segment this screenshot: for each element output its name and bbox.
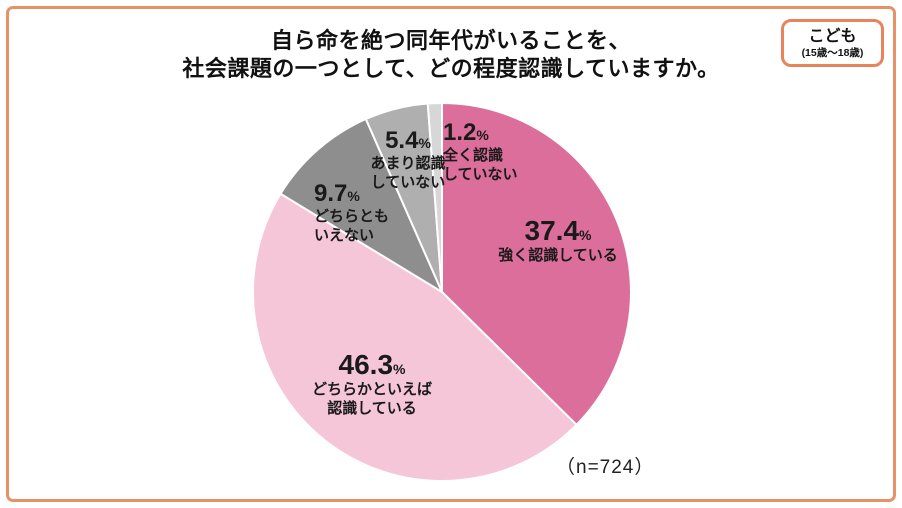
slice-text-neutral-1: どちらとも <box>314 208 390 225</box>
chart-title: 自ら命を絶つ同年代がいることを、 社会課題の一つとして、どの程度認識していますか… <box>0 27 902 83</box>
slice-text-somewhat-aware-1: どちらかといえば <box>311 381 433 398</box>
age-group-range: (15歳〜18歳) <box>801 46 864 59</box>
percent-sign: % <box>579 227 592 243</box>
slice-text-somewhat-aware-2: 認識している <box>327 400 417 417</box>
pie-slice-5 <box>426 102 443 293</box>
slice-value-number: 9.7 <box>314 180 348 207</box>
slice-value-little-aware: 5.4% <box>370 128 445 154</box>
slice-text-not-aware-2: していない <box>443 166 518 183</box>
slice-value-number: 46.3 <box>338 349 394 380</box>
pie-slice-1 <box>441 102 632 426</box>
slice-value-strongly-aware: 37.4% <box>498 216 618 246</box>
slice-value-somewhat-aware: 46.3% <box>312 350 432 380</box>
percent-sign: % <box>393 361 406 377</box>
slice-text-strongly-aware: 強く認識している <box>498 247 618 264</box>
percent-sign: % <box>347 188 360 204</box>
chart-title-line1: 自ら命を絶つ同年代がいることを、 <box>270 28 631 53</box>
pie-slice-2 <box>251 192 578 483</box>
slice-value-neutral: 9.7% <box>314 181 389 207</box>
slice-label-neutral: 9.7% どちらとも いえない <box>314 181 389 245</box>
slice-value-not-aware: 1.2% <box>443 120 518 146</box>
slice-label-strongly-aware: 37.4% 強く認識している <box>498 216 618 265</box>
age-group-label: こども <box>808 27 857 45</box>
pie-chart <box>251 102 632 483</box>
slice-label-not-aware: 1.2% 全く認識 していない <box>443 120 518 184</box>
slice-label-somewhat-aware: 46.3% どちらかといえば 認識している <box>312 350 432 418</box>
slice-text-not-aware-1: 全く認識 <box>443 147 504 164</box>
slice-value-number: 1.2 <box>443 119 477 146</box>
percent-sign: % <box>418 135 431 151</box>
slice-value-number: 5.4 <box>385 127 419 154</box>
chart-title-line2: 社会課題の一つとして、どの程度認識していますか。 <box>182 56 720 81</box>
slice-label-little-aware: 5.4% あまり認識 していない <box>370 128 445 192</box>
slice-text-little-aware-2: していない <box>370 174 446 191</box>
slice-text-little-aware-1: あまり認識 <box>370 155 446 172</box>
slice-text-neutral-2: いえない <box>314 227 375 244</box>
percent-sign: % <box>476 127 489 143</box>
pie-slice-3 <box>279 118 443 293</box>
sample-size-note: （n=724） <box>556 457 655 478</box>
slice-value-number: 37.4 <box>524 215 580 246</box>
age-group-badge: こども (15歳〜18歳) <box>781 19 884 67</box>
